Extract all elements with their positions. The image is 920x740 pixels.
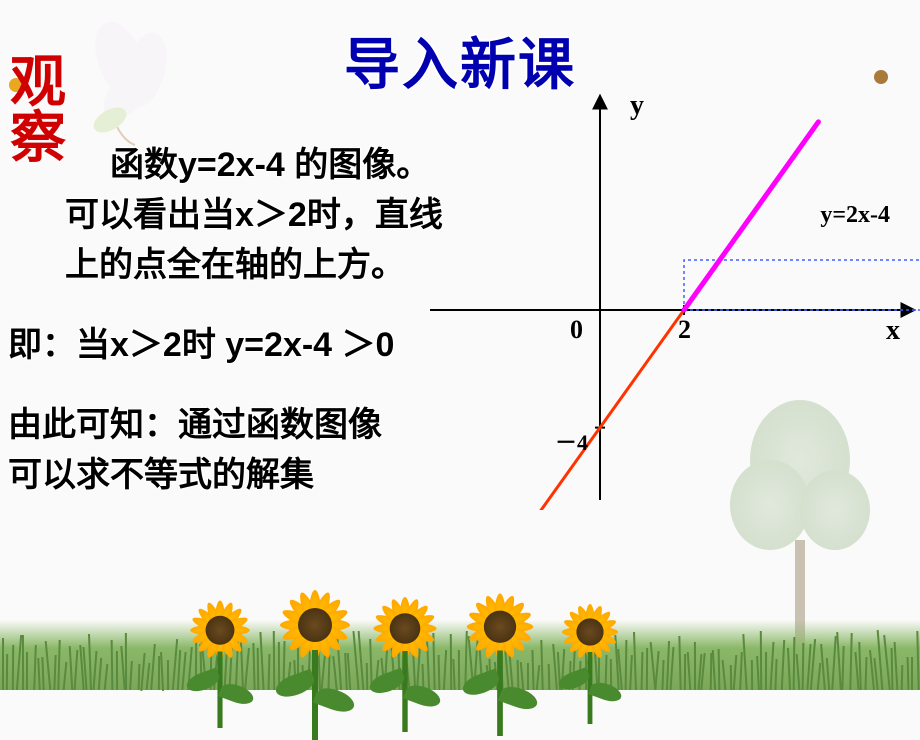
equation-label: y=2x-4 bbox=[820, 202, 890, 229]
y-intercept-label: －4 bbox=[555, 425, 588, 457]
body-line-6: 可以求不等式的解集 bbox=[8, 450, 314, 501]
function-chart: y x 0 2 －4 y=2x-4 bbox=[430, 90, 920, 510]
sunflowers-decoration bbox=[0, 520, 920, 690]
origin-label: 0 bbox=[570, 315, 583, 345]
body-line-2: 可以看出当x＞2时，直线 bbox=[65, 190, 443, 241]
observe-char-2: 察 bbox=[10, 111, 66, 167]
slide: // blades drawn later 导入新课 观 察 函数y=2x-4 … bbox=[0, 0, 920, 690]
corner-dot bbox=[874, 70, 888, 84]
body-line-5: 由此可知：通过函数图像 bbox=[8, 400, 382, 451]
x-intercept-label: 2 bbox=[678, 315, 691, 345]
corner-flower bbox=[70, 10, 190, 150]
observe-heading: 观 察 bbox=[10, 55, 66, 167]
sunflower bbox=[562, 604, 618, 660]
y-axis-label: y bbox=[630, 90, 644, 122]
sunflower bbox=[374, 597, 437, 660]
lesson-title: 导入新课 bbox=[344, 20, 576, 101]
sunflower bbox=[190, 601, 250, 661]
body-line-3: 上的点全在轴的上方。 bbox=[65, 240, 405, 291]
sunflower bbox=[280, 590, 350, 660]
observe-char-1: 观 bbox=[10, 55, 66, 111]
chart-svg bbox=[430, 90, 920, 510]
body-line-4: 即：当x＞2时 y=2x-4 ＞0 bbox=[8, 320, 394, 371]
sunflower bbox=[467, 594, 534, 661]
x-axis-label: x bbox=[886, 315, 900, 347]
body-line-1: 函数y=2x-4 的图像。 bbox=[110, 140, 430, 191]
